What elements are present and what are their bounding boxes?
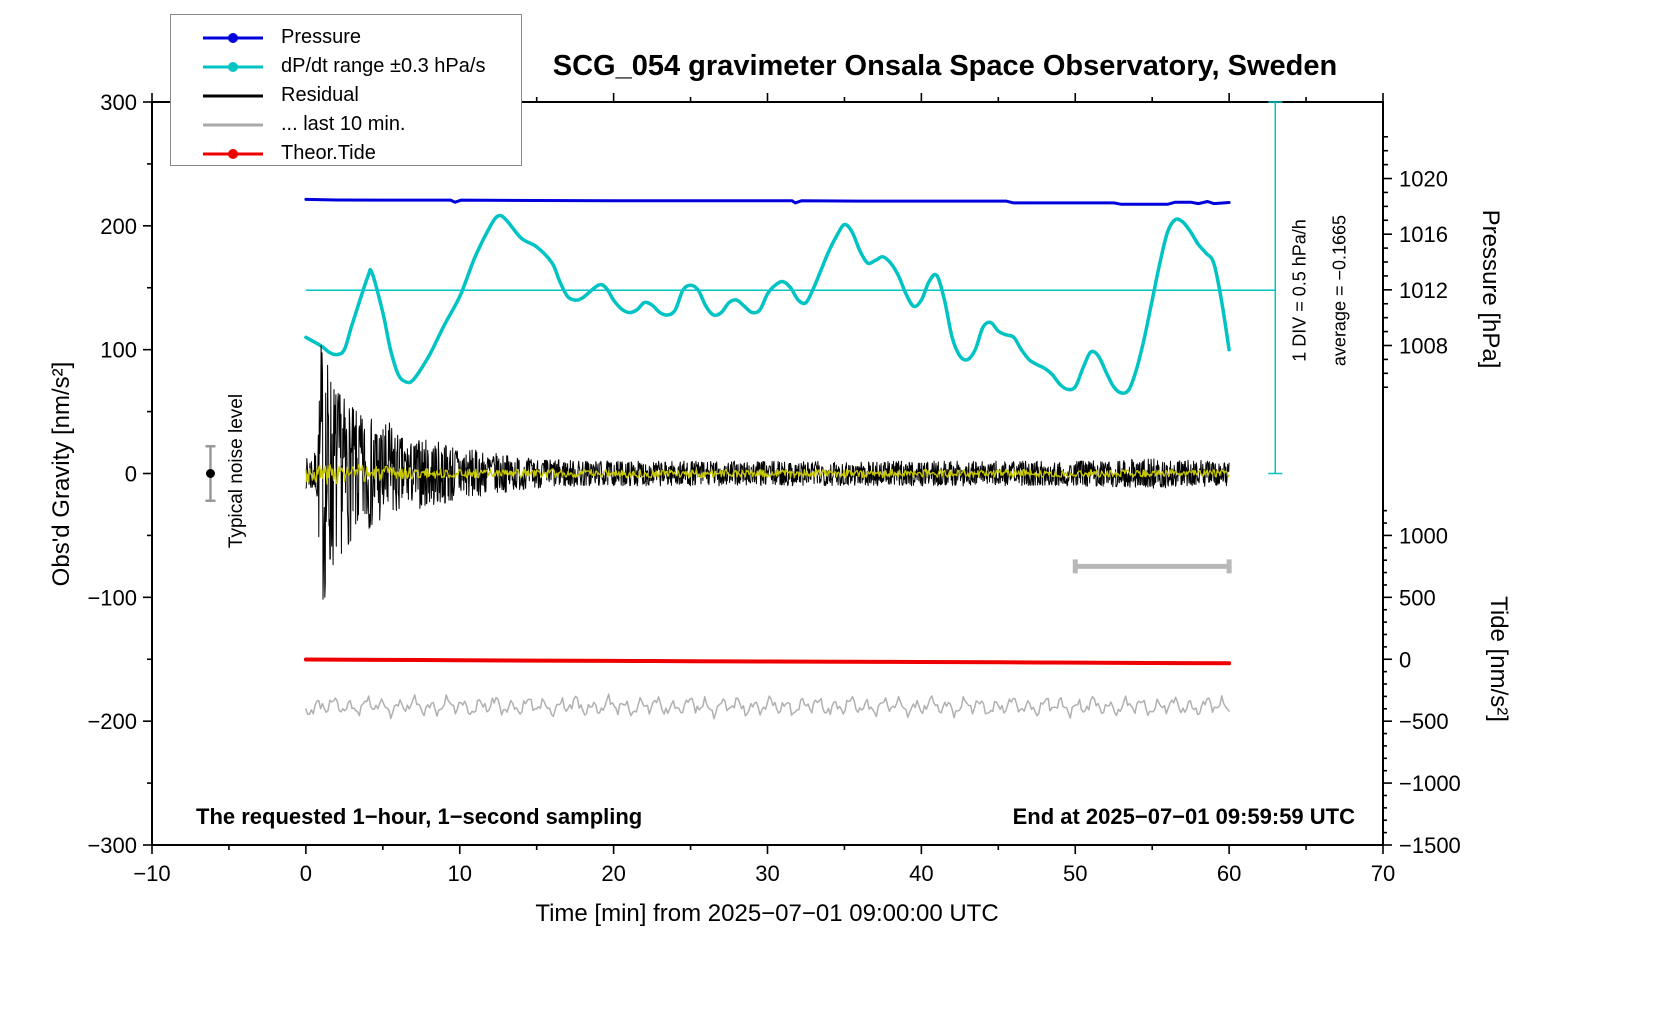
svg-text:20: 20 — [601, 861, 625, 886]
end-time-note: End at 2025−07−01 09:59:59 UTC — [1012, 804, 1355, 829]
legend-marker — [203, 94, 263, 97]
svg-text:0: 0 — [1399, 647, 1411, 672]
legend-label: dP/dt range ±0.3 hPa/s — [281, 55, 486, 77]
svg-text:100: 100 — [100, 338, 137, 363]
legend-label: Pressure — [281, 26, 362, 48]
svg-text:−100: −100 — [87, 585, 137, 610]
svg-text:1016: 1016 — [1399, 222, 1448, 247]
svg-text:1020: 1020 — [1399, 167, 1448, 192]
average-annotation: average = −0.1665 — [1329, 214, 1350, 367]
series-scale-bar — [1072, 559, 1232, 574]
series-typical-noise-level-marker — [205, 445, 216, 502]
series-theor-tide — [303, 657, 1232, 666]
series-dpdt — [304, 213, 1231, 395]
svg-text:−200: −200 — [87, 709, 137, 734]
chart-title: SCG_054 gravimeter Onsala Space Observat… — [552, 50, 1338, 82]
legend-item-4: Theor.Tide — [171, 139, 521, 168]
series-residual — [305, 345, 1230, 600]
svg-text:60: 60 — [1217, 861, 1241, 886]
legend-marker — [203, 61, 263, 72]
series-residual-filtered — [305, 463, 1230, 485]
x-axis-label: Time [min] from 2025−07−01 09:00:00 UTC — [535, 900, 999, 927]
legend-label: ... last 10 min. — [281, 113, 406, 135]
typical-noise-level-label: Typical noise level — [226, 393, 247, 549]
svg-text:−1000: −1000 — [1399, 771, 1461, 796]
series-pressure — [304, 197, 1231, 206]
gravity-axis-label: Obs'd Gravity [nm/s²] — [48, 361, 75, 587]
svg-text:1008: 1008 — [1399, 333, 1448, 358]
svg-text:0: 0 — [300, 861, 312, 886]
legend-marker — [203, 148, 263, 159]
legend-item-3: ... last 10 min. — [171, 110, 521, 139]
series-residual-last-10-min — [305, 693, 1230, 720]
svg-text:0: 0 — [125, 462, 137, 487]
svg-text:−500: −500 — [1399, 709, 1449, 734]
series-dpdt-range-indicator — [1268, 101, 1283, 475]
sampling-note: The requested 1−hour, 1−second sampling — [196, 804, 643, 829]
svg-text:50: 50 — [1063, 861, 1087, 886]
svg-text:−10: −10 — [133, 861, 170, 886]
svg-text:500: 500 — [1399, 585, 1436, 610]
legend-label: Theor.Tide — [281, 142, 376, 164]
tide-axis-label: Tide [nm/s²] — [1485, 596, 1512, 722]
svg-text:70: 70 — [1371, 861, 1395, 886]
svg-text:200: 200 — [100, 214, 137, 239]
svg-text:40: 40 — [909, 861, 933, 886]
div-scale-annotation: 1 DIV = 0.5 hPa/h — [1289, 219, 1310, 362]
legend-item-0: Pressure — [171, 23, 521, 52]
pressure-axis-label: Pressure [hPa] — [1477, 209, 1504, 369]
svg-text:1000: 1000 — [1399, 523, 1448, 548]
legend-label: Residual — [281, 84, 359, 106]
svg-text:−1500: −1500 — [1399, 833, 1461, 858]
legend-item-1: dP/dt range ±0.3 hPa/s — [171, 52, 521, 81]
axis-ticks — [143, 93, 1392, 854]
svg-text:10: 10 — [448, 861, 472, 886]
legend-marker — [203, 32, 263, 43]
legend-marker — [203, 123, 263, 126]
legend-item-2: Residual — [171, 81, 521, 110]
legend-box: Pressure dP/dt range ±0.3 hPa/s Residual..… — [170, 14, 522, 166]
svg-text:300: 300 — [100, 90, 137, 115]
svg-text:30: 30 — [755, 861, 779, 886]
svg-text:−300: −300 — [87, 833, 137, 858]
svg-text:1012: 1012 — [1399, 278, 1448, 303]
